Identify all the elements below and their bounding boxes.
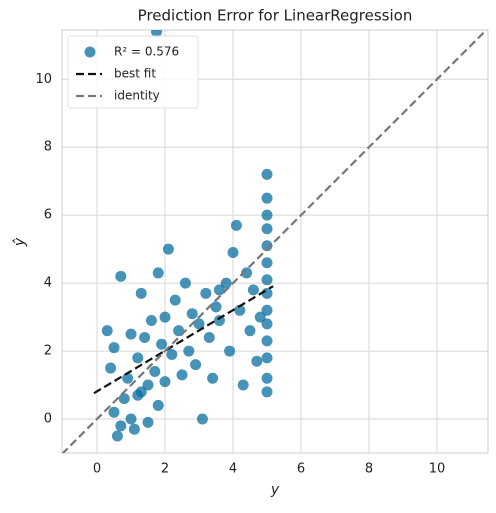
point (261, 304, 273, 316)
point (261, 386, 273, 398)
y-tick-label: 8 (44, 140, 52, 155)
legend-marker (84, 46, 96, 58)
x-tick-label: 2 (161, 462, 169, 477)
point (190, 359, 202, 371)
point (261, 168, 273, 180)
point (261, 372, 273, 384)
point (203, 331, 215, 343)
point (210, 301, 222, 313)
point (224, 345, 236, 357)
point (254, 311, 266, 323)
point (166, 348, 178, 360)
point (101, 325, 113, 337)
point (111, 430, 123, 442)
point (149, 365, 161, 377)
point (145, 314, 157, 326)
point (230, 219, 242, 231)
point (261, 318, 273, 330)
x-tick-label: 4 (229, 462, 237, 477)
x-tick-label: 6 (297, 462, 305, 477)
point (261, 257, 273, 269)
legend-label: best fit (114, 67, 156, 81)
x-axis-label: y (270, 482, 280, 498)
point (162, 243, 174, 255)
point (108, 342, 120, 354)
chart-title: Prediction Error for LinearRegression (138, 7, 413, 25)
point (115, 270, 127, 282)
x-tick-label: 10 (429, 462, 446, 477)
y-tick-label: 6 (44, 208, 52, 223)
point (244, 325, 256, 337)
point (220, 277, 232, 289)
point (135, 287, 147, 299)
point (159, 376, 171, 388)
y-axis-label: ŷ (12, 237, 28, 247)
point (139, 331, 151, 343)
point (118, 393, 130, 405)
plot-area (62, 30, 488, 453)
y-tick-label: 0 (44, 412, 52, 427)
point (156, 338, 168, 350)
point (200, 287, 212, 299)
plot-frame (61, 29, 489, 454)
point (115, 420, 127, 432)
y-tick-label: 2 (44, 344, 52, 359)
point (234, 304, 246, 316)
point (261, 240, 273, 252)
point (261, 274, 273, 286)
point (241, 267, 253, 279)
point (105, 362, 117, 374)
point (125, 413, 137, 425)
point (261, 335, 273, 347)
point (237, 379, 249, 391)
point (213, 284, 225, 296)
y-tick-label: 4 (44, 276, 52, 291)
line (62, 30, 488, 453)
point (261, 352, 273, 364)
point (122, 372, 134, 384)
point (108, 406, 120, 418)
point (261, 223, 273, 235)
point (125, 328, 137, 340)
point (193, 318, 205, 330)
legend-box (67, 35, 199, 109)
x-tick-label: 0 (93, 462, 101, 477)
x-tick-label: 8 (365, 462, 373, 477)
legend-label: identity (114, 89, 160, 103)
point (152, 399, 164, 411)
point (159, 311, 171, 323)
point (227, 247, 239, 259)
point (128, 423, 140, 435)
point (207, 372, 219, 384)
point (196, 413, 208, 425)
point (169, 294, 181, 306)
point (186, 308, 198, 320)
y-tick-label: 10 (35, 72, 52, 87)
point (247, 284, 259, 296)
point (251, 355, 263, 367)
point (142, 379, 154, 391)
point (261, 192, 273, 204)
point (132, 352, 144, 364)
point (132, 389, 144, 401)
legend-label: R² = 0.576 (114, 45, 179, 59)
point (179, 277, 191, 289)
point (176, 369, 188, 381)
point (152, 267, 164, 279)
line (93, 285, 274, 395)
point (151, 30, 163, 38)
point (183, 345, 195, 357)
point (261, 209, 273, 221)
point (142, 416, 154, 428)
